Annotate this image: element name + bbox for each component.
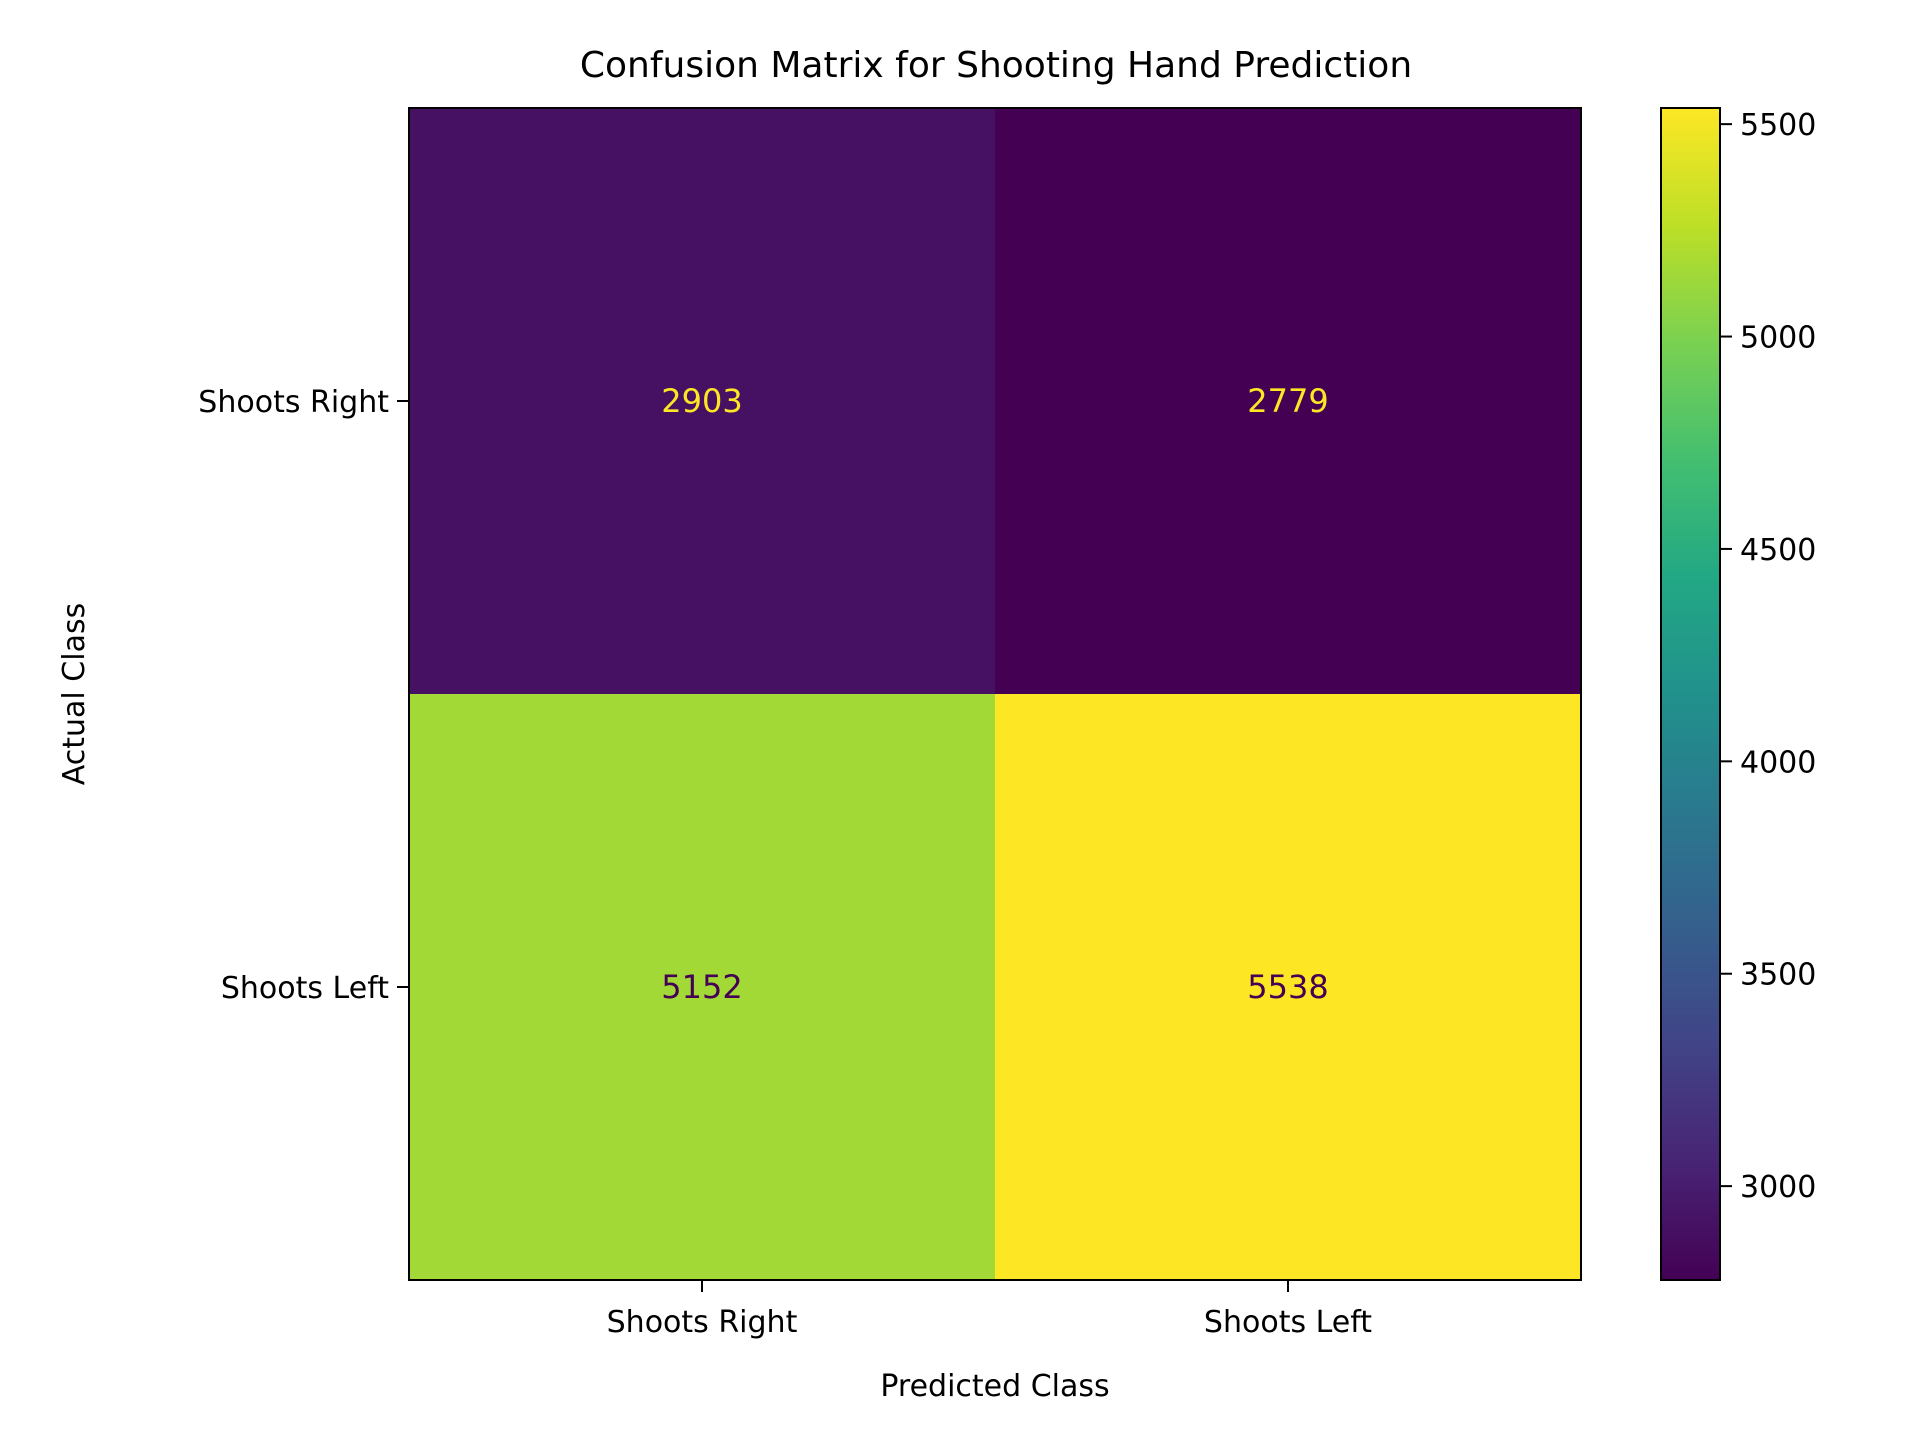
y-tick-label: Shoots Right — [198, 385, 389, 420]
x-tick-label: Shoots Left — [1204, 1305, 1372, 1340]
colorbar-tick-label: 3500 — [1740, 958, 1816, 993]
x-axis-ticks: Shoots Right Shoots Left — [607, 1280, 1372, 1340]
y-axis-label: Actual Class — [57, 603, 92, 785]
cell-value-label: 5152 — [661, 968, 742, 1006]
heatmap-cell-labels: 2903 2779 5152 5538 — [661, 382, 1328, 1006]
colorbar-gradient — [1661, 108, 1720, 1280]
y-tick-label: Shoots Left — [221, 971, 389, 1006]
cell-value-label: 5538 — [1247, 968, 1328, 1006]
plot-frame — [408, 107, 1582, 1281]
cell-value-label: 2779 — [1247, 382, 1328, 420]
colorbar-frame — [1660, 107, 1721, 1281]
heatmap-cell — [409, 694, 996, 1281]
y-axis-ticks: Shoots Right Shoots Left — [198, 385, 409, 1006]
chart-title: Confusion Matrix for Shooting Hand Predi… — [580, 45, 1412, 86]
heatmap-cell — [995, 694, 1582, 1281]
x-axis-label: Predicted Class — [880, 1369, 1109, 1404]
heatmap-cells — [409, 108, 1582, 1281]
heatmap-cell — [995, 108, 1582, 695]
colorbar-ticks: 3000 3500 4000 4500 5000 5500 — [1720, 108, 1816, 1205]
colorbar-tick-label: 5000 — [1740, 321, 1816, 356]
colorbar-tick-label: 4500 — [1740, 533, 1816, 568]
colorbar-tick-label: 3000 — [1740, 1170, 1816, 1205]
colorbar-tick-label: 4000 — [1740, 745, 1816, 780]
x-tick-label: Shoots Right — [607, 1305, 798, 1340]
colorbar-tick-label: 5500 — [1740, 108, 1816, 143]
cell-value-label: 2903 — [661, 382, 742, 420]
heatmap-cell — [409, 108, 996, 695]
